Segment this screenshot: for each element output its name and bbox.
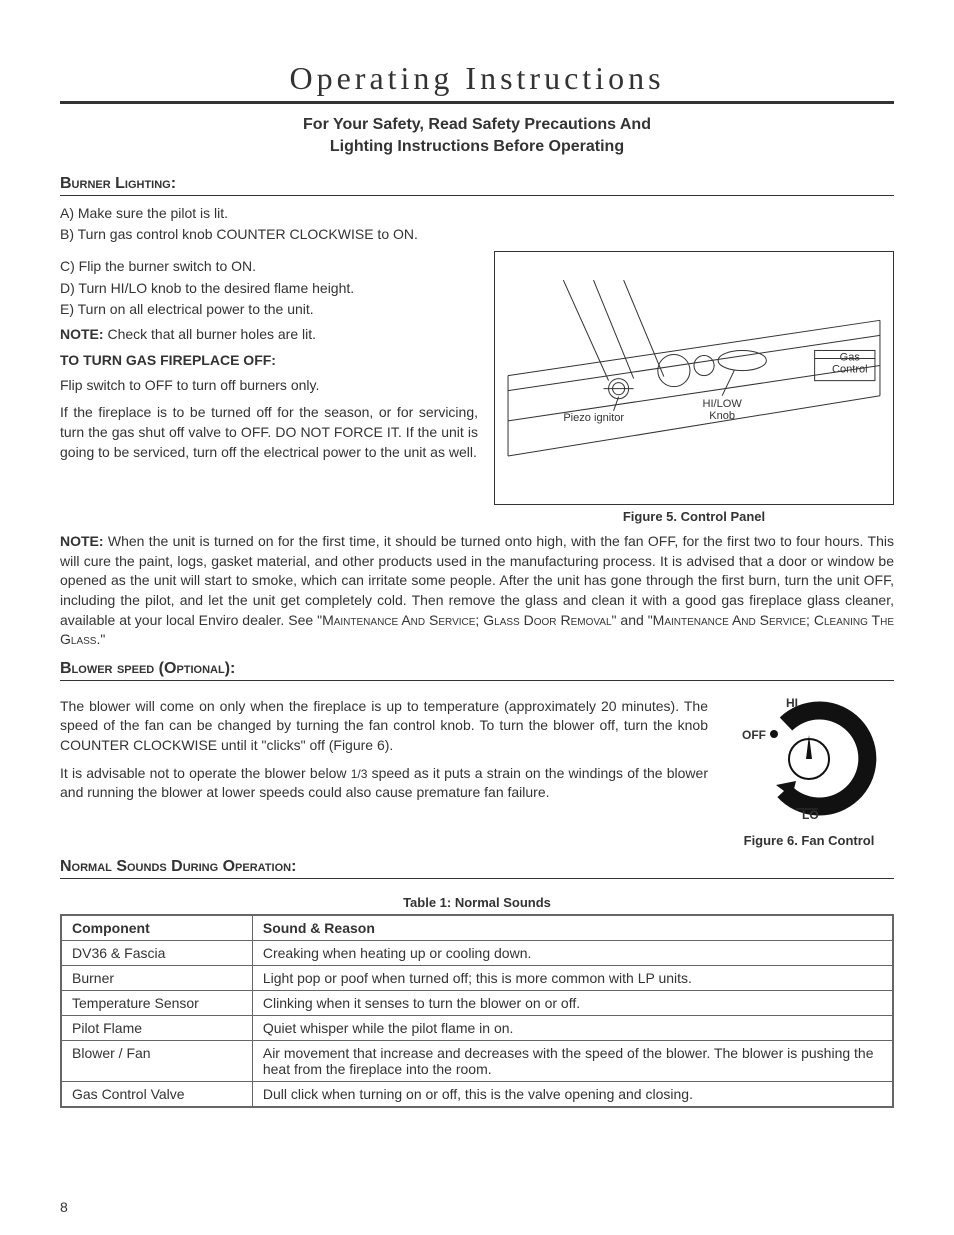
table-row: Temperature Sensor Clinking when it sens… [61,990,893,1015]
blower-p2a: It is advisable not to operate the blowe… [60,765,351,781]
note-text: Check that all burner holes are lit. [107,326,316,342]
control-panel-diagram: Piezo ignitor HI/LOW Knob Gas Control [503,260,885,491]
normal-sounds-table: Component Sound & Reason DV36 & Fascia C… [60,914,894,1108]
piezo-label: Piezo ignitor [563,412,624,424]
fan-control-diagram: HI OFF LO [734,689,884,829]
figure5-caption: Figure 5. Control Panel [494,509,894,524]
figure5-wrapper: Piezo ignitor HI/LOW Knob Gas Control Fi… [494,251,894,524]
fan-off-label: OFF [742,728,766,742]
figure6-caption: Figure 6. Fan Control [724,833,894,848]
burner-row: C) Flip the burner switch to ON. D) Turn… [60,251,894,524]
blower-p2: It is advisable not to operate the blowe… [60,764,708,803]
cell-component: Gas Control Valve [61,1081,252,1107]
first-burn-end: ." [96,631,105,647]
subtitle-line2: Lighting Instructions Before Operating [330,138,624,155]
cell-component: DV36 & Fascia [61,940,252,965]
turn-off-p2: If the fireplace is to be turned off for… [60,403,478,462]
safety-subtitle: For Your Safety, Read Safety Precautions… [60,114,894,159]
turn-off-heading: TO TURN GAS FIREPLACE OFF: [60,352,478,368]
table-row: Pilot Flame Quiet whisper while the pilo… [61,1015,893,1040]
cell-component: Temperature Sensor [61,990,252,1015]
fan-hi-label: HI [786,696,798,710]
page: Operating Instructions For Your Safety, … [0,0,954,1235]
step-c: C) Flip the burner switch to ON. [60,257,478,277]
cell-sound: Quiet whisper while the pilot flame in o… [252,1015,893,1040]
table-row: Burner Light pop or poof when turned off… [61,965,893,990]
cell-sound: Light pop or poof when turned off; this … [252,965,893,990]
table-row: Blower / Fan Air movement that increase … [61,1040,893,1081]
burner-text-col: C) Flip the burner switch to ON. D) Turn… [60,251,478,470]
blower-p1: The blower will come on only when the fi… [60,697,708,756]
blower-text-col: The blower will come on only when the fi… [60,689,708,811]
first-burn-sc1: Maintenance And Service; Glass Door Remo… [322,612,611,628]
table-row: DV36 & Fascia Creaking when heating up o… [61,940,893,965]
blower-frac: 1/3 [351,767,368,781]
step-a: A) Make sure the pilot is lit. [60,204,894,224]
table-row: Gas Control Valve Dull click when turnin… [61,1081,893,1107]
page-number: 8 [60,1199,68,1215]
first-burn-mid: " and " [612,612,653,628]
sounds-heading: Normal Sounds During Operation: [60,858,894,879]
cell-sound: Clinking when it senses to turn the blow… [252,990,893,1015]
cell-sound: Creaking when heating up or cooling down… [252,940,893,965]
first-burn-note: NOTE: When the unit is turned on for the… [60,532,894,650]
subtitle-line1: For Your Safety, Read Safety Precautions… [303,116,651,133]
blower-row: The blower will come on only when the fi… [60,689,894,848]
step-b: B) Turn gas control knob COUNTER CLOCKWI… [60,225,894,245]
col-component: Component [61,915,252,941]
table-header-row: Component Sound & Reason [61,915,893,941]
figure5-box: Piezo ignitor HI/LOW Knob Gas Control [494,251,894,505]
note-label: NOTE: [60,326,107,342]
cell-sound: Air movement that increase and decreases… [252,1040,893,1081]
burner-steps-cont: C) Flip the burner switch to ON. D) Turn… [60,257,478,320]
blower-heading: Blower speed (Optional): [60,660,894,681]
col-sound: Sound & Reason [252,915,893,941]
fan-lo-label: LO [802,808,819,822]
cell-sound: Dull click when turning on or off, this … [252,1081,893,1107]
step-e: E) Turn on all electrical power to the u… [60,300,478,320]
hilow-label: HI/LOW [703,398,743,410]
page-title: Operating Instructions [60,60,894,97]
table-title: Table 1: Normal Sounds [60,895,894,910]
burner-note: NOTE: Check that all burner holes are li… [60,326,478,342]
title-rule [60,101,894,104]
step-d: D) Turn HI/LO knob to the desired flame … [60,279,478,299]
cell-component: Pilot Flame [61,1015,252,1040]
figure6-wrapper: HI OFF LO Figure 6. Fan Control [724,689,894,848]
cell-component: Burner [61,965,252,990]
burner-steps: A) Make sure the pilot is lit. B) Turn g… [60,204,894,245]
control-label: Control [832,364,868,376]
cell-component: Blower / Fan [61,1040,252,1081]
burner-lighting-heading: Burner Lighting: [60,175,894,196]
gas-label: Gas [840,351,861,363]
turn-off-p1: Flip switch to OFF to turn off burners o… [60,376,478,396]
first-burn-note-label: NOTE: [60,533,108,549]
knob-label: Knob [709,410,735,422]
